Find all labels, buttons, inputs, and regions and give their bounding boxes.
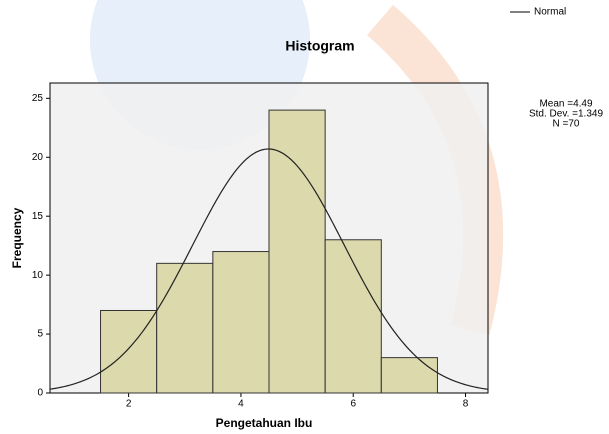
x-tick-label: 8 xyxy=(463,399,469,410)
x-tick-label: 6 xyxy=(350,399,356,410)
y-tick-label: 5 xyxy=(37,329,43,340)
y-tick-label: 20 xyxy=(32,152,44,163)
stat-label: Mean =4.49 xyxy=(539,99,593,110)
bar xyxy=(156,262,214,394)
bar xyxy=(324,239,382,394)
x-tick-label: 4 xyxy=(238,399,244,410)
bar xyxy=(212,251,270,394)
legend-label: Normal xyxy=(534,7,566,18)
stat-label: N =70 xyxy=(553,119,580,130)
y-tick-label: 15 xyxy=(32,211,44,222)
y-tick-label: 10 xyxy=(32,270,44,281)
y-tick-label: 25 xyxy=(32,93,44,104)
chart-title: Histogram xyxy=(285,38,354,54)
bar xyxy=(268,109,326,394)
stat-label: Std. Dev. =1.349 xyxy=(529,109,603,120)
x-axis-label: Pengetahuan Ibu xyxy=(216,416,313,430)
y-axis-label: Frequency xyxy=(10,207,24,268)
normal-curve xyxy=(49,148,489,390)
x-tick-label: 2 xyxy=(126,399,132,410)
bar xyxy=(380,357,438,394)
y-tick-label: 0 xyxy=(37,388,43,399)
